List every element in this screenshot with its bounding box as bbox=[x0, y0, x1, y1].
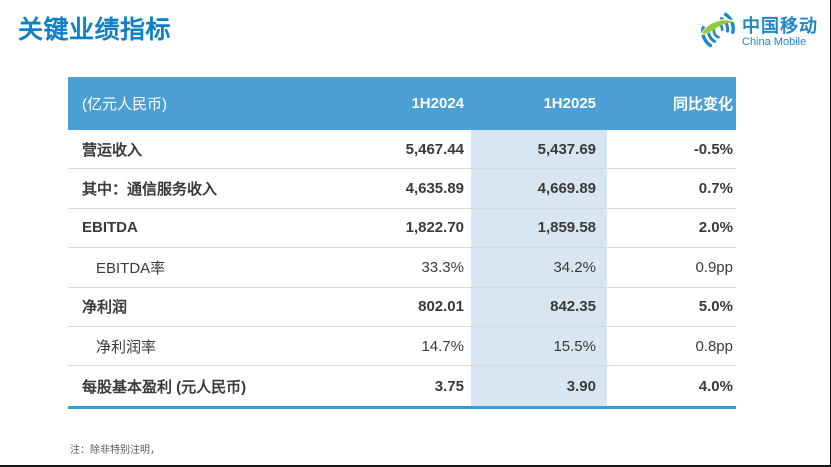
cell-1h2024: 5,467.44 bbox=[405, 140, 464, 158]
column-header-unit: (亿元人民币) bbox=[82, 96, 167, 113]
row-label: 每股基本盈利 (元人民币) bbox=[82, 378, 247, 396]
logo-wordmark: 中国移动 China Mobile bbox=[742, 15, 818, 49]
table-header-row: (亿元人民币) 1H2024 1H2025 同比变化 bbox=[68, 77, 736, 130]
column-header-1h2025: 1H2025 bbox=[543, 95, 596, 112]
cell-change: 2.0% bbox=[698, 219, 733, 237]
row-label: 净利润率 bbox=[96, 338, 157, 356]
cell-1h2024: 14.7% bbox=[421, 337, 464, 355]
footnotes: 注：除非特别注明， 1. 通信服务收入=营运收入-销售产品收入及其他；销售产品收… bbox=[70, 418, 529, 465]
cell-change: 0.7% bbox=[698, 180, 733, 198]
table-row: 净利润率 14.7% 15.5% 0.8pp bbox=[68, 326, 736, 367]
cell-change: 4.0% bbox=[698, 377, 733, 395]
table-row: 每股基本盈利 (元人民币) 3.75 3.90 4.0% bbox=[68, 366, 736, 406]
cell-1h2025: 15.5% bbox=[471, 326, 607, 366]
cell-1h2024: 33.3% bbox=[421, 258, 464, 276]
row-label: EBITDA率 bbox=[96, 259, 166, 277]
table-row: EBITDA率 33.3% 34.2% 0.9pp bbox=[68, 248, 736, 288]
footnote-line: 注：除非特别注明， bbox=[70, 445, 160, 456]
row-label: 其中：通信服务收入 bbox=[82, 181, 218, 199]
page-title: 关键业绩指标 bbox=[18, 16, 172, 44]
table-row: EBITDA 1,822.70 1,859.58 2.0% bbox=[68, 208, 736, 249]
cell-1h2024: 802.01 bbox=[418, 298, 464, 316]
cell-1h2025: 4,669.89 bbox=[471, 169, 607, 208]
row-label: 营运收入 bbox=[82, 141, 143, 159]
cell-1h2024: 4,635.89 bbox=[405, 180, 464, 198]
cell-1h2024: 3.75 bbox=[434, 377, 464, 395]
cell-1h2025: 1,859.58 bbox=[471, 208, 607, 248]
logo-name-zh: 中国移动 bbox=[742, 15, 818, 36]
china-mobile-logo: 中国移动 China Mobile bbox=[699, 11, 818, 54]
table-row: 营运收入 5,467.44 5,437.69 -0.5% bbox=[68, 130, 736, 170]
table-body: 营运收入 5,467.44 5,437.69 -0.5% 其中：通信服务收入 4… bbox=[68, 130, 736, 409]
row-label: 净利润 bbox=[82, 299, 128, 317]
table-row: 净利润 802.01 842.35 5.0% bbox=[68, 287, 736, 327]
cell-1h2024: 1,822.70 bbox=[405, 219, 464, 237]
column-header-yoy-change: 同比变化 bbox=[672, 96, 733, 113]
cell-change: 0.8pp bbox=[695, 337, 733, 355]
row-label: EBITDA bbox=[82, 219, 138, 237]
kpi-table: (亿元人民币) 1H2024 1H2025 同比变化 营运收入 5,467.44… bbox=[68, 77, 736, 409]
cell-1h2025: 842.35 bbox=[471, 287, 607, 326]
column-header-1h2024: 1H2024 bbox=[411, 95, 464, 112]
cell-1h2025: 3.90 bbox=[471, 366, 607, 406]
table-row: 其中：通信服务收入 4,635.89 4,669.89 0.7% bbox=[68, 169, 736, 209]
cell-1h2025: 5,437.69 bbox=[471, 130, 607, 169]
cell-1h2025: 34.2% bbox=[471, 248, 607, 287]
cell-change: 5.0% bbox=[698, 298, 733, 316]
globe-swirl-icon bbox=[699, 11, 737, 54]
cell-change: 0.9pp bbox=[695, 258, 733, 276]
cell-change: -0.5% bbox=[693, 140, 733, 158]
logo-name-en: China Mobile bbox=[742, 36, 807, 49]
